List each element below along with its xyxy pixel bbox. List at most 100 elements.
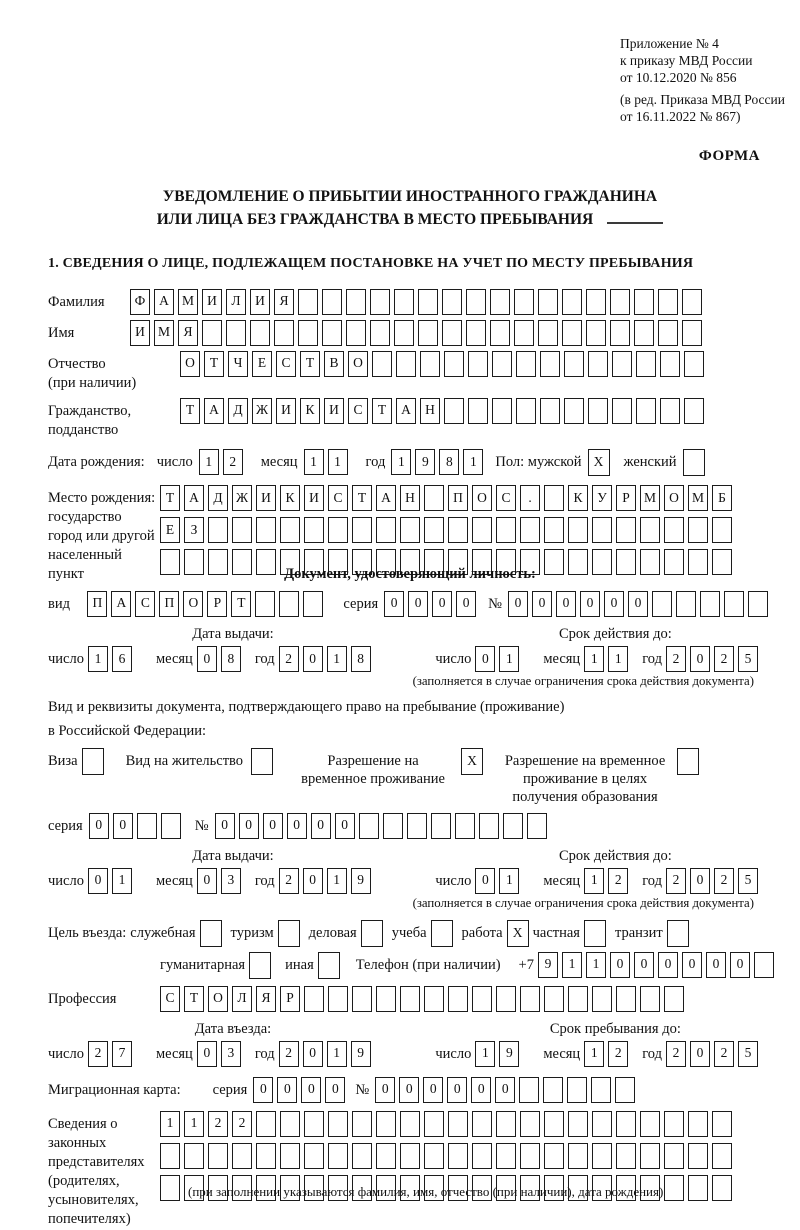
- char-cell[interactable]: 0: [657, 951, 678, 978]
- char-cell[interactable]: Ж: [232, 485, 252, 512]
- char-cell[interactable]: [328, 549, 348, 576]
- char-cell[interactable]: Т: [372, 397, 392, 424]
- char-cell[interactable]: [303, 590, 324, 617]
- char-cell[interactable]: [424, 549, 444, 576]
- char-cell[interactable]: 0: [286, 812, 307, 839]
- char-cell[interactable]: [588, 350, 608, 377]
- char-cell[interactable]: 3: [220, 1040, 241, 1067]
- char-cell[interactable]: [160, 549, 180, 576]
- char-cell[interactable]: [298, 288, 318, 315]
- char-cell[interactable]: [255, 590, 276, 617]
- char-cell[interactable]: [564, 350, 584, 377]
- char-cell[interactable]: [280, 1142, 300, 1169]
- char-cell[interactable]: 0: [399, 1076, 420, 1103]
- char-cell[interactable]: М: [154, 319, 174, 346]
- char-cell[interactable]: [753, 951, 774, 978]
- char-cell[interactable]: [400, 1142, 420, 1169]
- char-cell[interactable]: 1: [584, 1040, 605, 1067]
- char-cell[interactable]: [520, 1110, 540, 1137]
- char-cell[interactable]: 9: [499, 1040, 520, 1067]
- char-cell[interactable]: [160, 812, 181, 839]
- char-cell[interactable]: [564, 397, 584, 424]
- char-cell[interactable]: [724, 590, 744, 617]
- char-cell[interactable]: Я: [256, 985, 276, 1012]
- char-cell[interactable]: [562, 288, 582, 315]
- char-cell[interactable]: 0: [609, 951, 630, 978]
- char-cell[interactable]: [352, 985, 372, 1012]
- char-cell[interactable]: 0: [375, 1076, 396, 1103]
- char-cell[interactable]: [748, 590, 768, 617]
- sex-male-checkbox[interactable]: X: [587, 449, 610, 477]
- char-cell[interactable]: [520, 549, 540, 576]
- purpose-transit-checkbox[interactable]: [666, 919, 689, 947]
- char-cell[interactable]: [442, 288, 462, 315]
- char-cell[interactable]: 0: [196, 1040, 217, 1067]
- char-cell[interactable]: [472, 1142, 492, 1169]
- char-cell[interactable]: [684, 397, 704, 424]
- char-cell[interactable]: [544, 985, 564, 1012]
- char-cell[interactable]: 0: [432, 590, 453, 617]
- char-cell[interactable]: 0: [690, 867, 710, 894]
- char-cell[interactable]: О: [183, 590, 204, 617]
- char-cell[interactable]: [352, 549, 372, 576]
- char-cell[interactable]: [328, 985, 348, 1012]
- char-cell[interactable]: 8: [350, 645, 371, 672]
- char-cell[interactable]: [256, 1110, 276, 1137]
- char-cell[interactable]: [543, 1076, 564, 1103]
- char-cell[interactable]: [544, 517, 564, 544]
- char-cell[interactable]: В: [324, 350, 344, 377]
- char-cell[interactable]: М: [178, 288, 198, 315]
- temp-residence-edu-checkbox[interactable]: [677, 748, 700, 776]
- char-cell[interactable]: 2: [608, 867, 629, 894]
- char-cell[interactable]: Ч: [228, 350, 248, 377]
- char-cell[interactable]: 9: [350, 1040, 371, 1067]
- char-cell[interactable]: 1: [475, 1040, 496, 1067]
- char-cell[interactable]: [256, 517, 276, 544]
- char-cell[interactable]: Л: [226, 288, 246, 315]
- char-cell[interactable]: [616, 549, 636, 576]
- char-cell[interactable]: [279, 590, 300, 617]
- char-cell[interactable]: 1: [87, 645, 108, 672]
- char-cell[interactable]: 1: [198, 449, 219, 476]
- char-cell[interactable]: [424, 1142, 444, 1169]
- char-cell[interactable]: 2: [278, 645, 299, 672]
- purpose-humanitarian-checkbox[interactable]: [249, 951, 272, 979]
- char-cell[interactable]: 0: [690, 1040, 710, 1067]
- char-cell[interactable]: 1: [326, 1040, 347, 1067]
- char-cell[interactable]: [376, 517, 396, 544]
- char-cell[interactable]: К: [568, 485, 588, 512]
- char-cell[interactable]: [496, 1110, 516, 1137]
- purpose-study-checkbox[interactable]: [430, 919, 453, 947]
- char-cell[interactable]: [526, 812, 547, 839]
- purpose-tourism-checkbox[interactable]: [277, 919, 300, 947]
- char-cell[interactable]: И: [304, 485, 324, 512]
- char-cell[interactable]: О: [180, 350, 200, 377]
- char-cell[interactable]: [520, 1142, 540, 1169]
- char-cell[interactable]: А: [184, 485, 204, 512]
- char-cell[interactable]: 2: [666, 1040, 686, 1067]
- char-cell[interactable]: П: [448, 485, 468, 512]
- char-cell[interactable]: И: [256, 485, 276, 512]
- char-cell[interactable]: [444, 397, 464, 424]
- char-cell[interactable]: 0: [628, 590, 648, 617]
- char-cell[interactable]: [208, 1142, 228, 1169]
- char-cell[interactable]: 0: [87, 867, 108, 894]
- char-cell[interactable]: [322, 319, 342, 346]
- char-cell[interactable]: Д: [228, 397, 248, 424]
- char-cell[interactable]: 2: [666, 867, 686, 894]
- char-cell[interactable]: 0: [475, 867, 496, 894]
- char-cell[interactable]: [448, 985, 468, 1012]
- char-cell[interactable]: [586, 319, 606, 346]
- char-cell[interactable]: [568, 549, 588, 576]
- char-cell[interactable]: [664, 517, 684, 544]
